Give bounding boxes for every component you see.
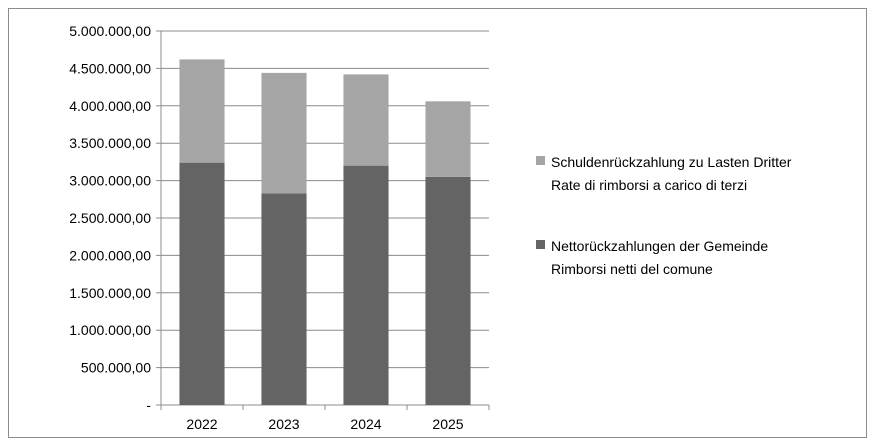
y-tick-label: 5.000.000,00 bbox=[69, 23, 151, 39]
y-tick-label: 1.000.000,00 bbox=[69, 322, 151, 338]
legend-swatch-series-1 bbox=[536, 240, 545, 249]
y-tick-label: 500.000,00 bbox=[81, 360, 151, 376]
bar-segment-series-2-2022 bbox=[179, 59, 225, 163]
y-tick-label: 4.000.000,00 bbox=[69, 98, 151, 114]
y-tick-label: 3.500.000,00 bbox=[69, 135, 151, 151]
y-tick-label: 2.500.000,00 bbox=[69, 210, 151, 226]
y-tick-label: 4.500.000,00 bbox=[69, 60, 151, 76]
y-tick-label: - bbox=[146, 397, 151, 413]
legend-label-series-2: Rate di rimborsi a carico di terzi bbox=[551, 177, 747, 193]
x-tick-label: 2024 bbox=[350, 416, 381, 432]
x-tick-label: 2025 bbox=[432, 416, 463, 432]
bar-segment-series-1-2024 bbox=[343, 165, 389, 405]
y-tick-label: 3.000.000,00 bbox=[69, 173, 151, 189]
x-tick-label: 2023 bbox=[268, 416, 299, 432]
legend-label-series-1: Rimborsi netti del comune bbox=[551, 261, 713, 277]
legend-label-series-1: Nettorückzahlungen der Gemeinde bbox=[551, 238, 768, 254]
bar-segment-series-2-2023 bbox=[261, 72, 307, 194]
legend-swatch-series-2 bbox=[536, 156, 545, 165]
bar-segment-series-2-2025 bbox=[425, 101, 471, 177]
y-tick-label: 2.000.000,00 bbox=[69, 247, 151, 263]
y-tick-label: 1.500.000,00 bbox=[69, 285, 151, 301]
bar-segment-series-1-2022 bbox=[179, 162, 225, 405]
x-tick-label: 2022 bbox=[186, 416, 217, 432]
bar-segment-series-2-2024 bbox=[343, 74, 389, 166]
legend-label-series-2: Schuldenrückzahlung zu Lasten Dritter bbox=[551, 154, 792, 170]
chart-frame: - 500.000,00 1.000.000,00 1.500.000,00 2.000… bbox=[8, 8, 867, 438]
bar-segment-series-1-2023 bbox=[261, 193, 307, 405]
stacked-bar-chart: - 500.000,00 1.000.000,00 1.500.000,00 2.000… bbox=[69, 23, 792, 432]
bar-segment-series-1-2025 bbox=[425, 176, 471, 405]
